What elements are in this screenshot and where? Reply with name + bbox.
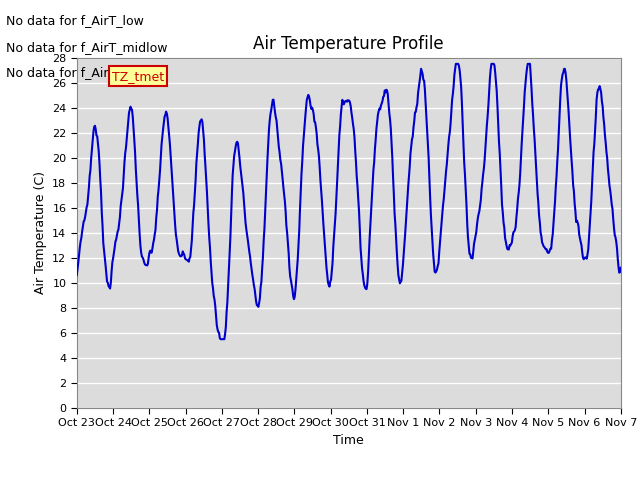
Title: Air Temperature Profile: Air Temperature Profile — [253, 35, 444, 53]
Text: No data for f_AirT_midlow: No data for f_AirT_midlow — [6, 41, 168, 54]
Y-axis label: Air Temperature (C): Air Temperature (C) — [33, 171, 47, 294]
Text: No data for f_AirT_midtop: No data for f_AirT_midtop — [6, 67, 167, 80]
X-axis label: Time: Time — [333, 434, 364, 447]
Text: No data for f_AirT_low: No data for f_AirT_low — [6, 14, 144, 27]
Text: TZ_tmet: TZ_tmet — [112, 70, 164, 83]
Legend: AirT 22m: AirT 22m — [298, 477, 399, 480]
